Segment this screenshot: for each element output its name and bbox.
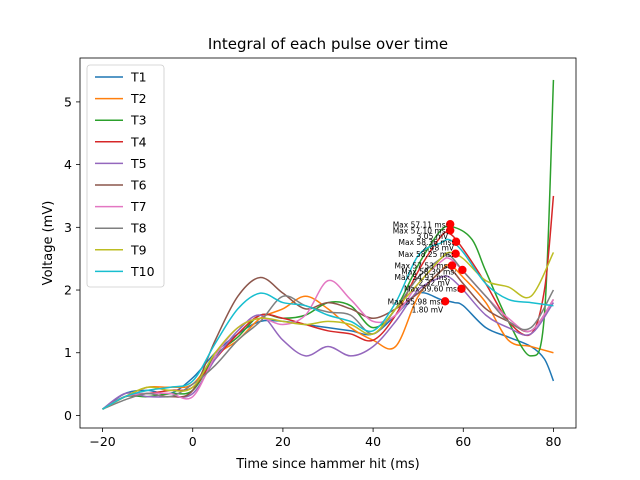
- legend-label: T1: [130, 70, 147, 85]
- max-annotation: Max 57.10 ms:: [393, 227, 449, 236]
- max-annotation: 2.32 mV: [418, 279, 450, 288]
- series-line-t1: [102, 291, 555, 410]
- max-annotation: Max 58.36 ms:: [399, 238, 455, 247]
- legend-label: T9: [130, 242, 147, 257]
- x-tick-label: 80: [546, 434, 562, 449]
- y-tick-label: 2: [64, 283, 72, 298]
- x-tick-label: 0: [189, 434, 197, 449]
- max-marker: [458, 265, 467, 275]
- max-annotation: 1.80 mV: [412, 306, 444, 315]
- max-markers-group: [440, 219, 467, 306]
- max-annotation: Max 54.93 ms:: [395, 273, 451, 282]
- plot-frame: [79, 57, 577, 429]
- x-axis: −20 0 20 40 60 80: [89, 428, 561, 449]
- legend-label: T6: [130, 178, 147, 193]
- x-tick-label: 60: [455, 434, 471, 449]
- max-marker: [451, 237, 461, 246]
- max-annotation: Max 55.98 ms:: [388, 297, 444, 306]
- legend-label: T2: [130, 91, 147, 106]
- legend-label: T3: [130, 113, 147, 128]
- y-tick-label: 0: [64, 408, 72, 423]
- x-axis-label: Time since hammer hit (ms): [235, 457, 420, 472]
- legend-label: T10: [130, 264, 155, 279]
- max-marker: [440, 297, 450, 306]
- max-annotation: Max 57.53 ms:: [395, 262, 451, 271]
- max-annotation: Max 59.60 ms:: [404, 284, 460, 293]
- max-marker: [445, 226, 455, 235]
- max-marker: [457, 284, 466, 293]
- y-axis-label: Voltage (mV): [41, 201, 56, 286]
- legend-label: T5: [130, 156, 147, 171]
- legend-label: T4: [130, 134, 147, 149]
- max-marker: [451, 249, 460, 258]
- max-annotation: Max 57.11 ms:: [393, 220, 449, 229]
- max-annotation: 2.48 mV: [423, 244, 455, 253]
- series-line-t9: [102, 251, 555, 410]
- max-marker: [445, 219, 455, 229]
- series-group: [102, 79, 555, 410]
- max-annotation: 3.05 mV: [417, 232, 449, 241]
- legend: T1 T2 T3 T4 T5 T6 T7 T8 T9 T10: [86, 64, 165, 288]
- y-tick-label: 5: [64, 94, 72, 109]
- max-marker: [447, 261, 457, 270]
- series-line-t10: [102, 238, 554, 410]
- y-tick-label: 1: [64, 345, 72, 360]
- legend-label: T8: [130, 221, 147, 236]
- legend-label: T7: [130, 199, 147, 214]
- y-tick-label: 4: [64, 157, 72, 172]
- max-annotation: Max 58.25 ms:: [398, 250, 454, 259]
- x-tick-label: −20: [89, 434, 115, 449]
- x-tick-label: 40: [365, 434, 381, 449]
- max-annotation: Max 58.39 ms:: [401, 267, 457, 276]
- y-axis: 0 1 2 3 4 5: [64, 94, 80, 423]
- y-tick-label: 3: [64, 220, 72, 235]
- x-tick-label: 20: [275, 434, 291, 449]
- chart-title: Integral of each pulse over time: [208, 35, 448, 53]
